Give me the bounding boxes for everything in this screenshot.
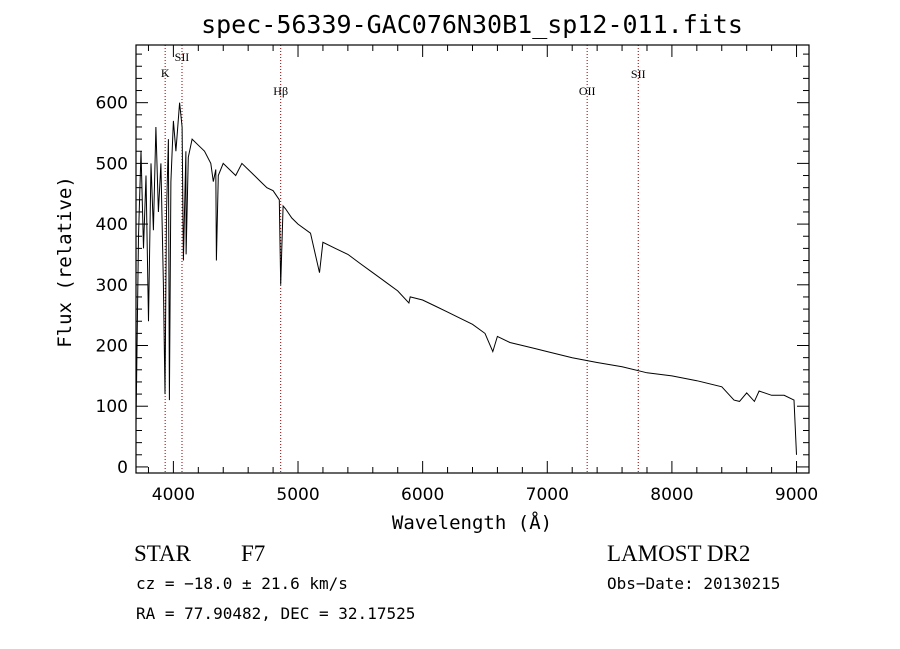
chart-title: spec-56339-GAC076N30B1_sp12-011.fits <box>201 10 743 39</box>
y-axis-label: Flux (relative) <box>54 176 76 348</box>
object-class: STAR <box>134 541 192 566</box>
redshift-value: cz = −18.0 ± 21.6 km/s <box>136 574 348 593</box>
y-tick-label: 200 <box>96 337 128 357</box>
x-axis-ticks: 4000 5000 6000 7000 8000 9000 <box>147 45 818 505</box>
y-tick-label: 400 <box>96 215 128 235</box>
y-tick-label: 100 <box>96 397 128 417</box>
x-tick-label: 4000 <box>152 485 195 505</box>
spectral-line-label: OII <box>579 84 596 98</box>
x-tick-label: 6000 <box>401 485 444 505</box>
y-axis-ticks: 0 100 200 300 400 500 600 <box>96 53 809 478</box>
spectral-line-label: SII <box>175 50 190 64</box>
x-tick-label: 5000 <box>276 485 319 505</box>
x-tick-label: 7000 <box>526 485 569 505</box>
y-tick-label: 0 <box>117 458 128 478</box>
y-tick-label: 500 <box>96 154 128 174</box>
survey-name: LAMOST DR2 <box>607 541 750 566</box>
y-tick-label: 600 <box>96 94 128 114</box>
spectral-line-label: K <box>161 66 170 80</box>
spectral-line-label: Hβ <box>273 84 288 98</box>
spectrum-line <box>135 102 797 455</box>
observation-date: Obs−Date: 20130215 <box>607 574 780 593</box>
coordinates: RA = 77.90482, DEC = 32.17525 <box>136 604 415 623</box>
spectral-line-label: SII <box>631 67 646 81</box>
x-tick-label: 9000 <box>775 485 818 505</box>
x-axis-label: Wavelength (Å) <box>392 511 552 534</box>
y-tick-label: 300 <box>96 276 128 296</box>
x-tick-label: 8000 <box>650 485 693 505</box>
object-subclass: F7 <box>241 541 265 566</box>
